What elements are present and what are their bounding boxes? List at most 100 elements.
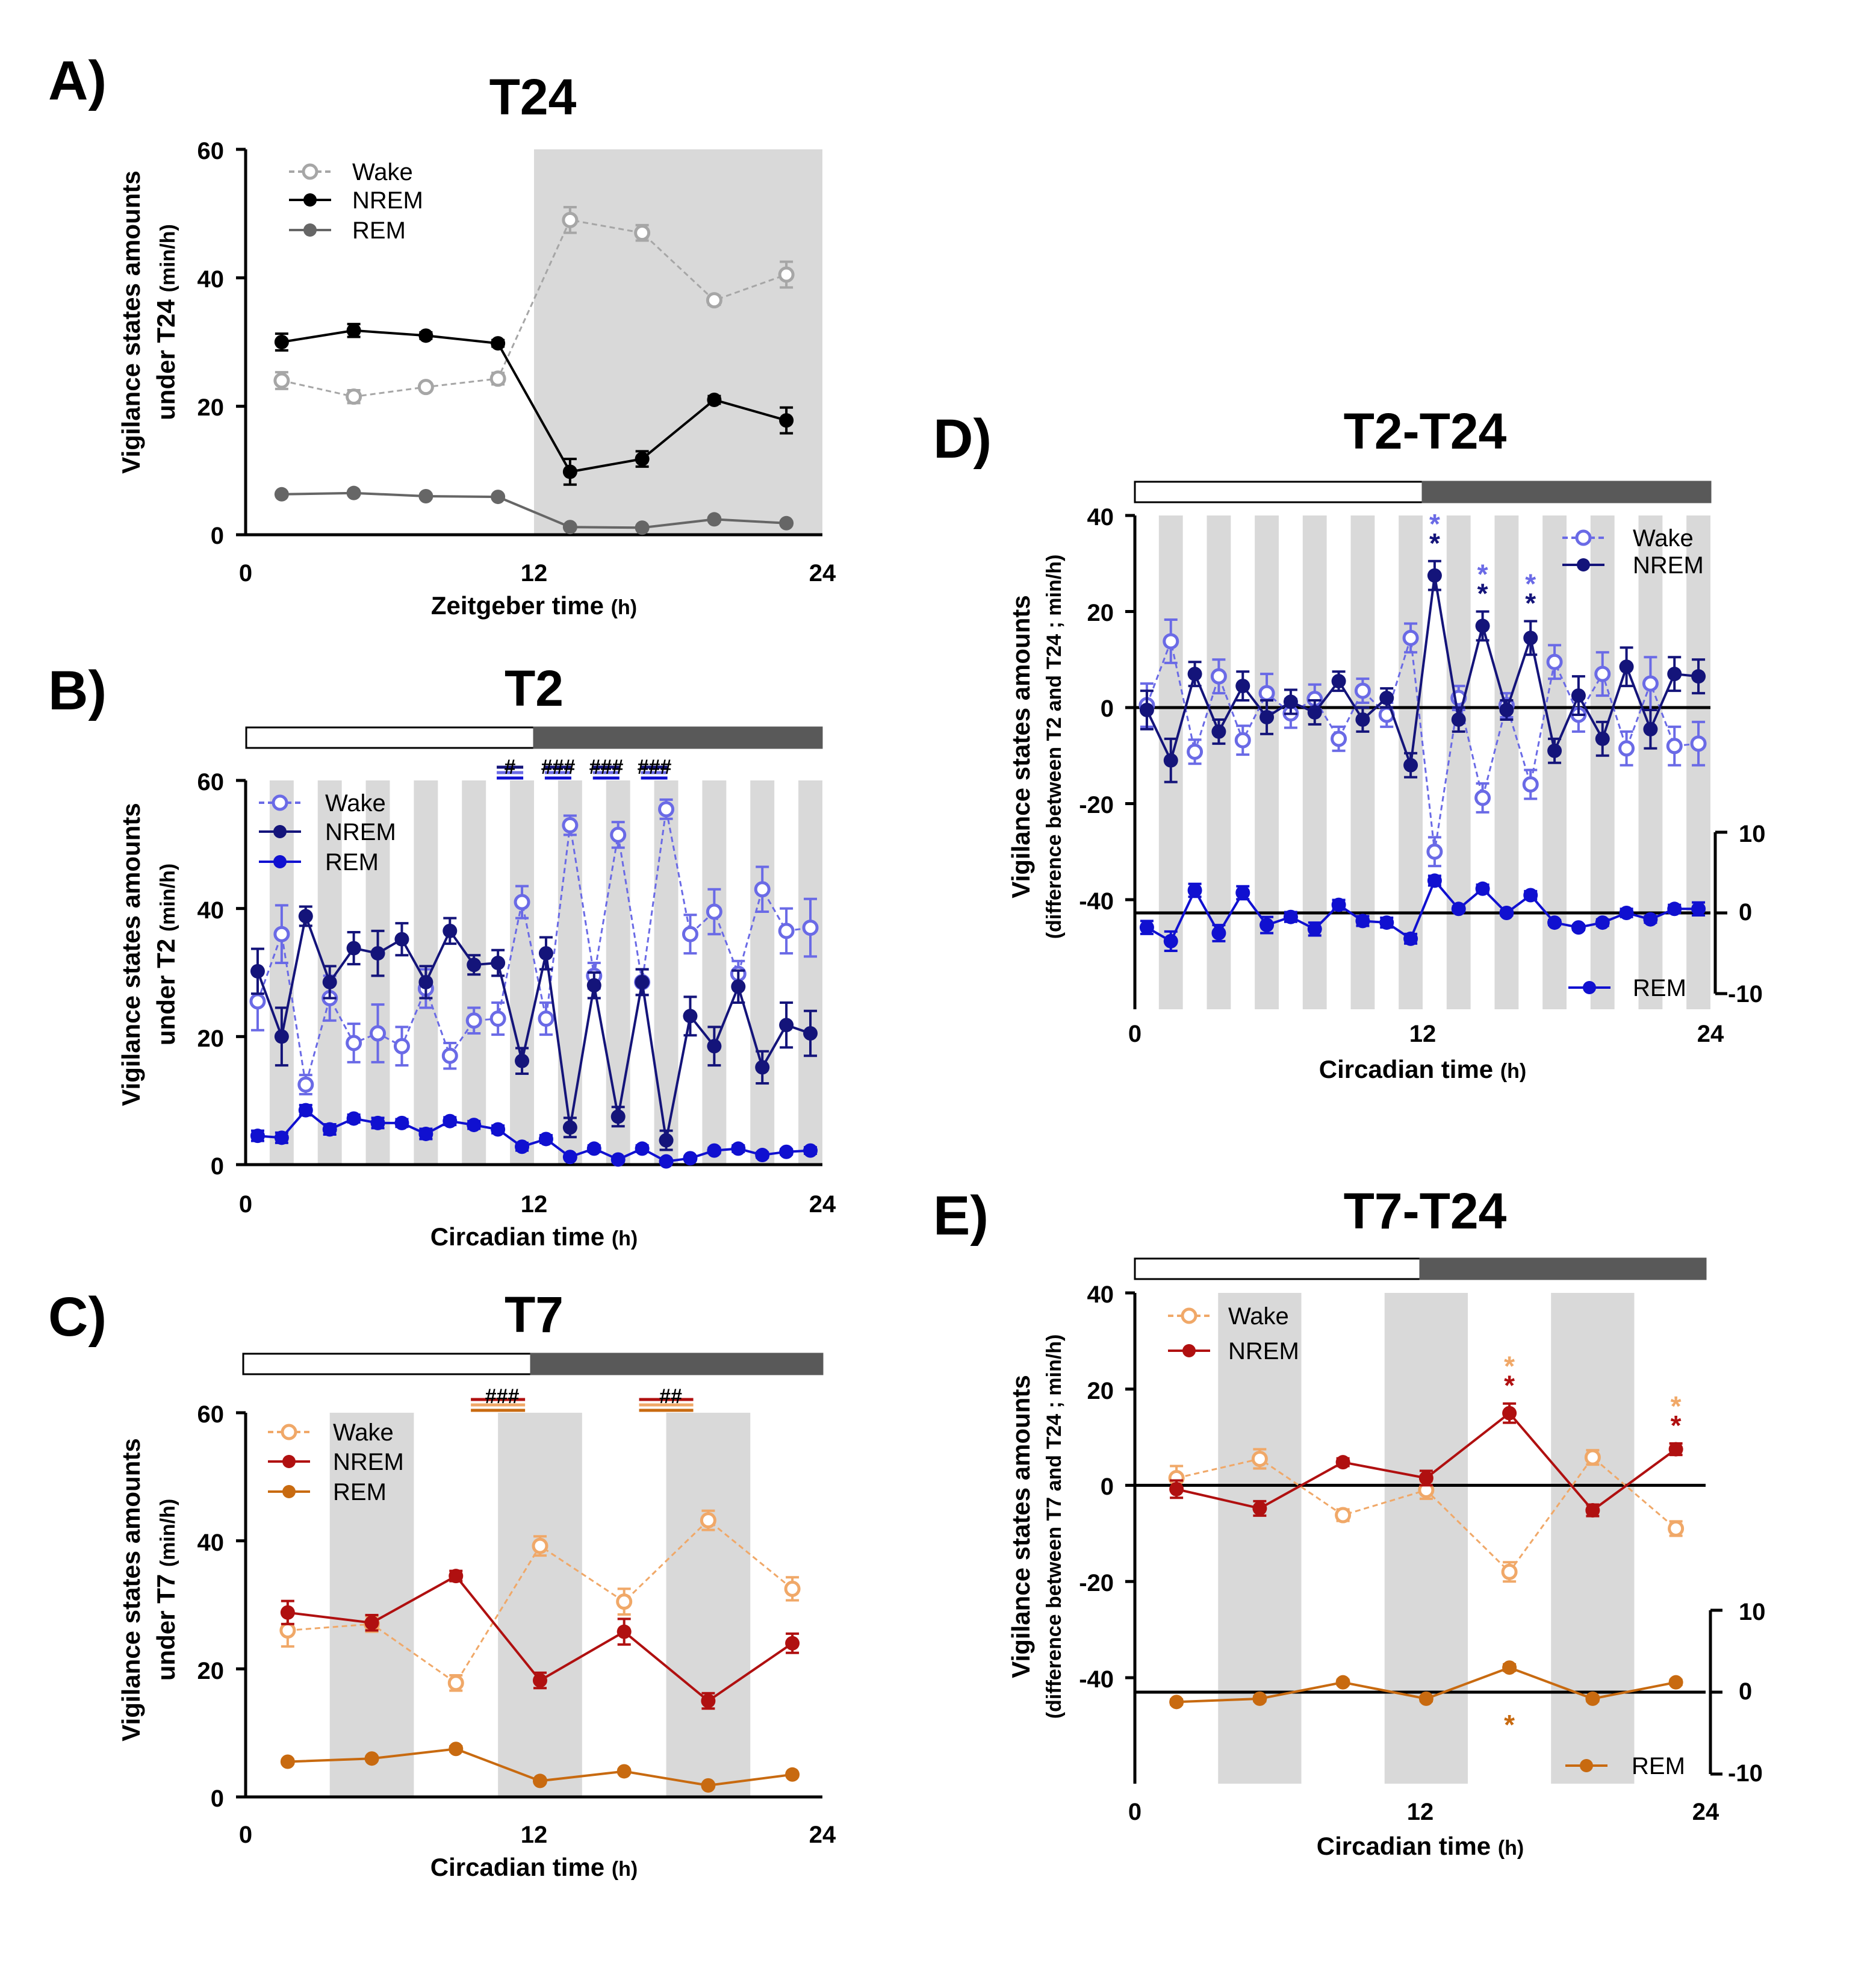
data-point-nrem	[418, 328, 433, 343]
data-point-wake	[701, 1514, 715, 1527]
data-point-wake	[443, 1049, 456, 1062]
data-point-rem	[449, 1742, 463, 1756]
panel-d: D) T2-T24 **** ** 40 20 0 -20 -40 10 0 -1…	[933, 403, 1766, 1083]
rtick-label: -10	[1728, 1760, 1763, 1787]
data-point-nrem	[755, 1060, 769, 1074]
data-point-wake	[660, 803, 673, 816]
data-point-wake	[1356, 684, 1369, 697]
panel-d-ylabel-sub: (difference between T2 and T24 ; min/h)	[1043, 555, 1066, 939]
data-point-wake	[1236, 733, 1249, 747]
data-point-rem	[1427, 873, 1442, 888]
data-point-nrem	[785, 1636, 800, 1651]
significance-mark: ###	[589, 756, 624, 779]
panel-c: C) T7 ### ## 60 40 20 0 0 12 24 Circadia…	[48, 1286, 836, 1881]
panel-b-label: B)	[48, 660, 107, 721]
dark-interval-shade	[1551, 1293, 1634, 1784]
dark-interval-shade	[1218, 1293, 1301, 1784]
data-point-wake	[618, 1595, 631, 1608]
dark-interval-shade	[1255, 515, 1279, 1009]
data-point-nrem	[1169, 1482, 1184, 1496]
data-point-nrem	[1476, 618, 1490, 633]
data-point-rem	[659, 1154, 674, 1169]
data-point-wake	[1669, 1522, 1683, 1535]
panel-c-ylabel-sub: under T7 (min/h)	[152, 1499, 180, 1681]
significance-star: *	[1525, 587, 1536, 618]
data-point-rem	[1235, 886, 1250, 900]
panel-e-yticks: 40 20 0 -20 -40	[1079, 1281, 1114, 1693]
ytick-label: 0	[211, 1785, 224, 1812]
data-point-rem	[365, 1751, 379, 1766]
legend-rem-marker	[282, 1485, 296, 1498]
data-point-rem	[707, 1144, 721, 1158]
ytick-label: 20	[1087, 1378, 1114, 1404]
panel-a-ylabel-sub: under T24 (min/h)	[152, 224, 180, 420]
ytick-label: 20	[197, 1658, 225, 1684]
data-point-wake	[1404, 631, 1417, 644]
xtick-label: 12	[1409, 1021, 1437, 1047]
data-point-nrem	[731, 979, 745, 994]
data-point-rem	[563, 520, 577, 534]
data-point-rem	[1355, 914, 1370, 928]
data-point-rem	[299, 1103, 313, 1118]
legend-wake-label: Wake	[333, 1419, 394, 1446]
xtick-label: 0	[239, 1191, 252, 1218]
legend-rem-label: REM	[1633, 975, 1686, 1001]
panel-d-xlabel: Circadian time (h)	[1319, 1055, 1527, 1083]
figure: A) T24 60 40 20 0 0 12 24 Zeitgeber time…	[0, 0, 1876, 1980]
xtick-label: 12	[521, 560, 548, 587]
data-point-nrem	[1284, 694, 1298, 709]
data-point-wake	[1503, 1565, 1516, 1578]
legend-wake-label: Wake	[352, 159, 413, 185]
data-point-nrem	[1259, 710, 1274, 724]
dark-interval-shade	[1639, 515, 1663, 1009]
legend-wake-label: Wake	[1228, 1303, 1289, 1330]
data-point-wake	[347, 1036, 361, 1050]
panel-b-xticks: 0 12 24	[239, 1191, 836, 1218]
data-point-rem	[443, 1114, 457, 1129]
panel-d-dark-bar	[1423, 482, 1710, 502]
data-point-nrem	[539, 946, 553, 960]
data-point-rem	[1547, 915, 1562, 930]
panel-e-light-bar	[1135, 1259, 1420, 1279]
panel-d-light-bar	[1135, 482, 1423, 502]
ytick-label: 60	[197, 1401, 225, 1428]
dark-interval-shade	[270, 780, 294, 1165]
data-point-rem	[1595, 915, 1610, 930]
data-point-wake	[1164, 635, 1178, 648]
panel-b-title: T2	[505, 660, 564, 717]
data-point-wake	[299, 1078, 312, 1091]
data-point-rem	[1419, 1692, 1433, 1706]
xtick-label: 12	[521, 1822, 548, 1848]
data-point-rem	[1620, 906, 1634, 920]
data-point-nrem	[1499, 703, 1514, 717]
rtick-label: 0	[1739, 1678, 1752, 1705]
significance-mark: ###	[638, 756, 672, 779]
dark-interval-shade	[558, 780, 582, 1165]
data-point-nrem	[275, 335, 289, 349]
ytick-label: 0	[1101, 1474, 1114, 1500]
data-point-rem	[683, 1151, 697, 1165]
data-point-rem	[617, 1764, 632, 1778]
legend-wake-marker	[303, 165, 317, 178]
data-point-wake	[1253, 1452, 1266, 1466]
data-point-wake	[275, 927, 288, 941]
panel-c-xlabel: Circadian time (h)	[430, 1853, 638, 1881]
data-point-wake	[395, 1039, 408, 1053]
legend-nrem-label: NREM	[333, 1449, 404, 1475]
data-point-wake	[1596, 667, 1609, 680]
legend-nrem-label: NREM	[1633, 552, 1704, 579]
data-point-nrem	[1691, 669, 1706, 683]
panel-c-yticks: 60 40 20 0	[197, 1401, 225, 1812]
legend-rem-label: REM	[333, 1479, 387, 1505]
panel-e: E) T7-T24 ***** 40 20 0 -20 -40 10 0 -10…	[933, 1183, 1766, 1860]
legend-wake-marker	[273, 796, 287, 809]
xtick-label: 24	[809, 560, 836, 587]
panel-b-marks: # ### ### ###	[505, 756, 672, 779]
legend-nrem-label: NREM	[325, 819, 396, 845]
significance-mark: #	[505, 756, 516, 779]
data-point-nrem	[1235, 679, 1250, 693]
ytick-label: 20	[197, 1026, 225, 1052]
panel-d-label: D)	[933, 408, 992, 470]
data-point-rem	[611, 1152, 626, 1166]
data-point-wake	[780, 268, 793, 281]
